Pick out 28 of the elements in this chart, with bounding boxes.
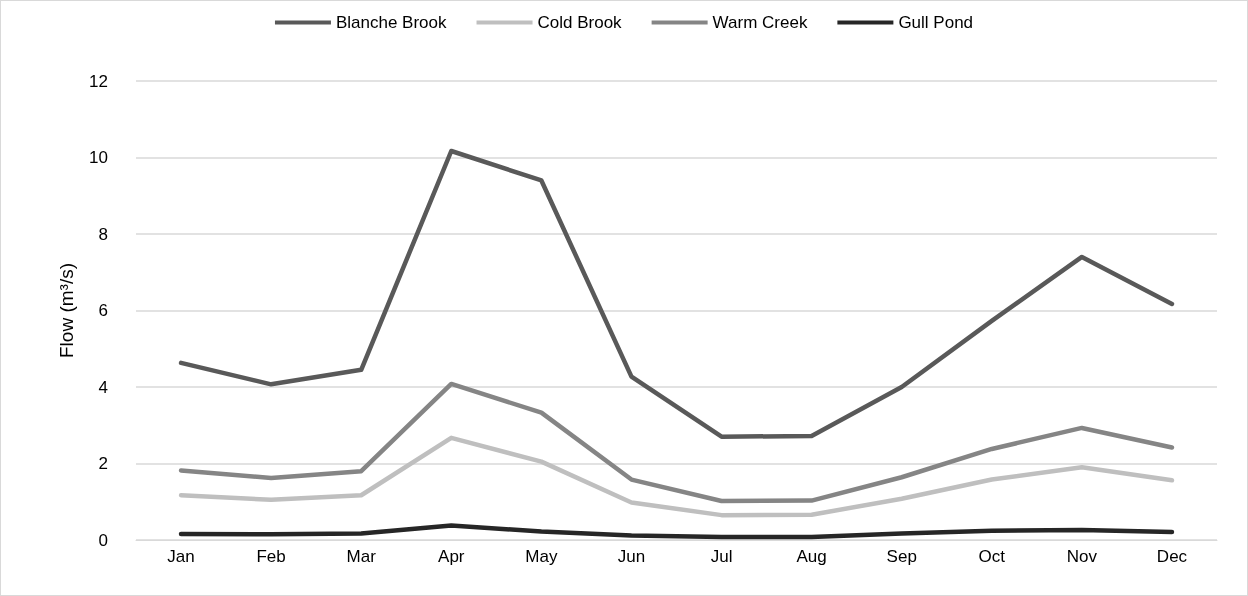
x-tick-label: Nov <box>1066 547 1098 566</box>
line-series <box>178 523 1175 540</box>
x-tick-label: Feb <box>256 547 286 566</box>
x-tick-label: Jul <box>710 547 733 566</box>
legend-label: Warm Creek <box>712 13 808 32</box>
legend-label: Blanche Brook <box>335 13 448 32</box>
y-tick-label: 6 <box>98 301 108 320</box>
line-series <box>178 381 1175 504</box>
y-tick-label: 2 <box>98 454 108 473</box>
x-tick-label: Apr <box>438 547 465 566</box>
x-tick-label: Oct <box>978 547 1006 566</box>
x-tick-label: Jun <box>617 547 646 566</box>
legend-label: Gull Pond <box>898 13 974 32</box>
x-tick-label: Dec <box>1156 547 1188 566</box>
line-series <box>178 148 1175 439</box>
y-tick-label: 4 <box>98 377 108 397</box>
legend-label: Cold Brook <box>537 13 623 32</box>
x-tick-label: May <box>525 547 558 566</box>
y-tick-label: 8 <box>98 224 108 244</box>
x-tick-label: Jan <box>167 547 195 566</box>
y-axis-title: Flow (m³/s) <box>56 263 77 358</box>
x-tick-label: Sep <box>886 547 917 566</box>
line-series <box>178 435 1175 518</box>
x-tick-label: Mar <box>346 547 377 566</box>
y-tick-label: 0 <box>98 530 108 550</box>
y-tick-label: 10 <box>89 148 108 167</box>
y-tick-label: 12 <box>89 71 108 91</box>
x-tick-label: Aug <box>796 547 827 566</box>
